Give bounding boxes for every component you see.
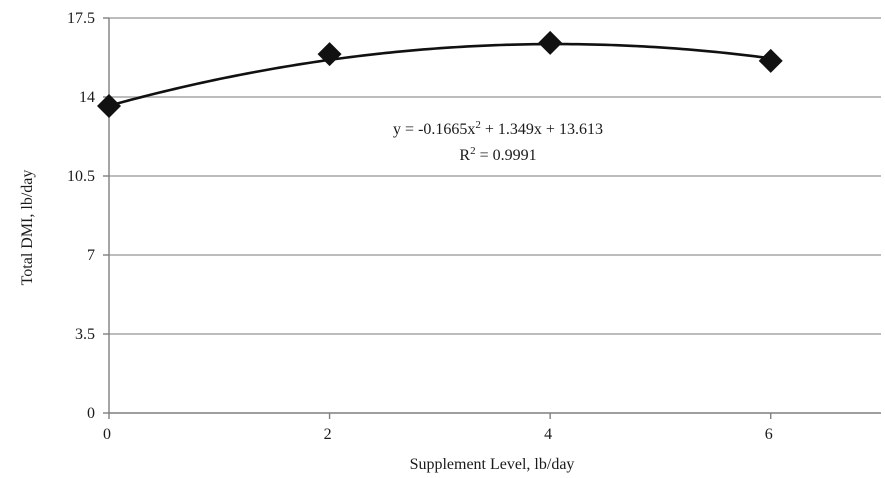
x-tick-labels: 0 2 4 6 — [103, 426, 773, 443]
equation-prefix: y = -0.1665x — [393, 121, 475, 138]
data-markers — [97, 30, 783, 119]
y-tick-label: 7 — [87, 247, 95, 264]
y-tick-label: 3.5 — [75, 326, 95, 343]
r2-suffix: = 0.9991 — [476, 147, 537, 164]
trendline — [108, 42, 771, 107]
r2-prefix: R — [459, 147, 470, 164]
data-point — [758, 48, 783, 73]
y-tick-label: 17.5 — [67, 10, 95, 27]
data-point — [97, 94, 121, 119]
gridlines — [103, 17, 881, 419]
x-tick-label: 6 — [765, 426, 773, 443]
r-squared-label: R2 = 0.9991 — [459, 145, 536, 164]
equation-exponent: 2 — [475, 119, 481, 131]
r2-exponent: 2 — [470, 145, 476, 157]
equation-suffix: + 1.349x + 13.613 — [481, 121, 603, 138]
y-tick-label: 10.5 — [67, 168, 95, 185]
x-tick-label: 2 — [324, 426, 332, 443]
data-point — [317, 42, 342, 67]
data-point — [538, 30, 563, 55]
y-tick-labels: 0 3.5 7 10.5 14 17.5 — [67, 10, 95, 422]
x-tick-label: 0 — [103, 426, 111, 443]
axes — [108, 18, 881, 414]
x-tick-label: 4 — [544, 426, 552, 443]
y-tick-label: 14 — [79, 89, 95, 106]
x-axis-title: Supplement Level, lb/day — [410, 456, 575, 473]
trendline-equation: y = -0.1665x2 + 1.349x + 13.613 — [393, 119, 603, 138]
y-axis-title: Total DMI, lb/day — [19, 170, 36, 286]
y-tick-label: 0 — [87, 405, 95, 422]
